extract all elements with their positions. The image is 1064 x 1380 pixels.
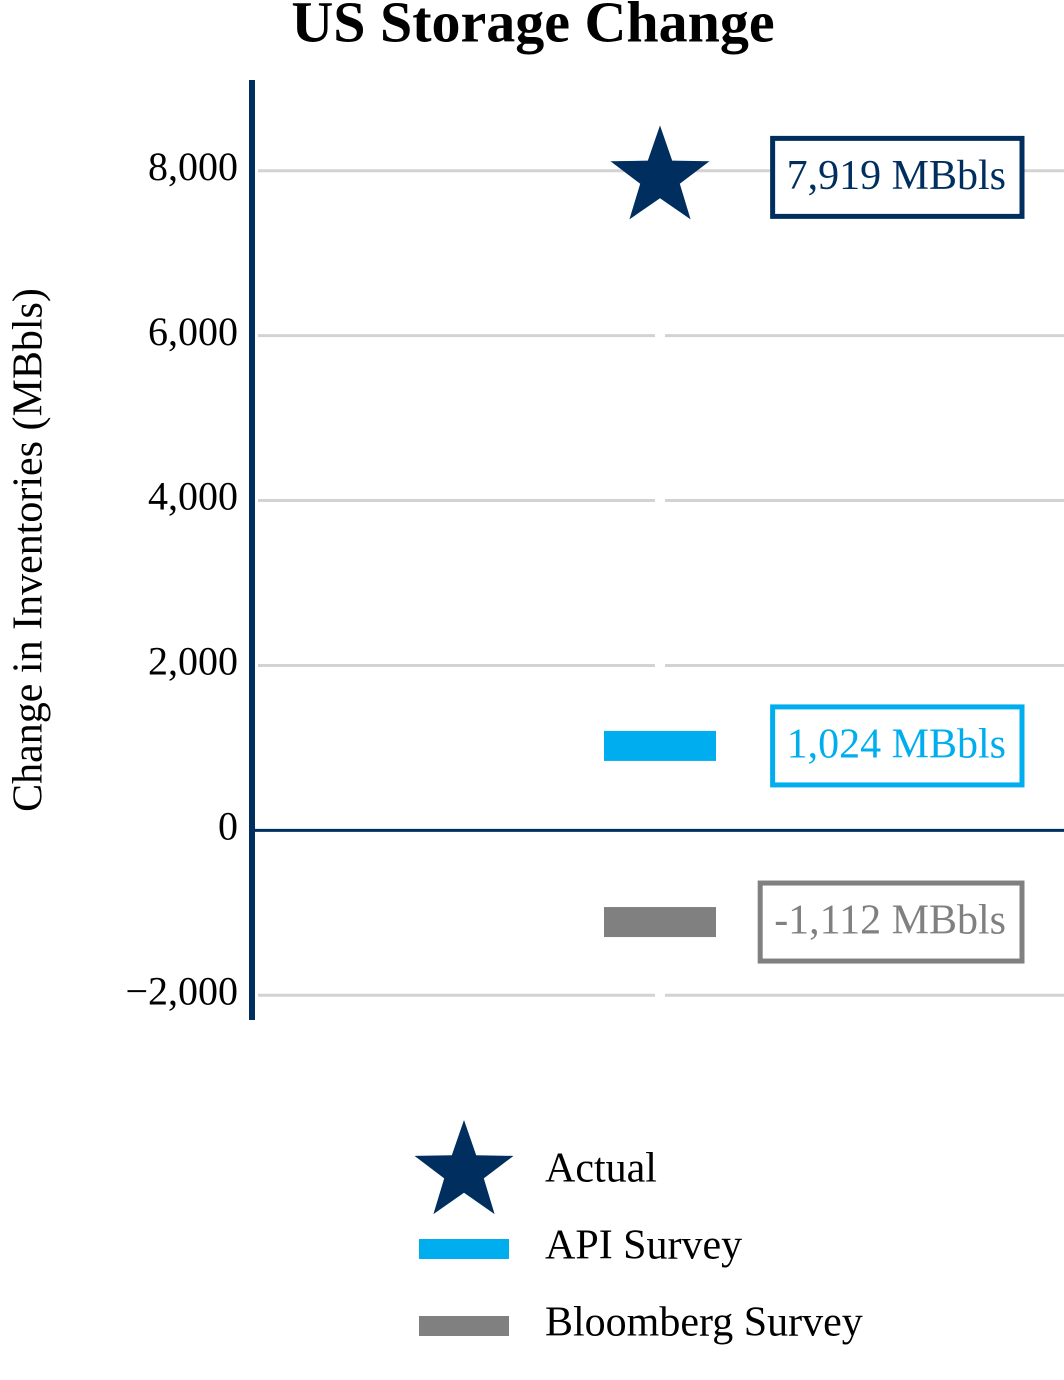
marker <box>610 125 710 220</box>
value-label: -1,112 MBbls <box>774 898 1006 944</box>
y-tick-label: 8,000 <box>148 144 238 189</box>
value-label: 7,919 MBbls <box>787 153 1006 199</box>
y-tick-label: 0 <box>218 804 238 849</box>
y-tick-label: 4,000 <box>148 474 238 519</box>
legend-label: Bloomberg Survey <box>545 1300 863 1346</box>
value-label-box <box>770 704 1025 788</box>
legend-label: API Survey <box>545 1223 742 1269</box>
value-label-box <box>770 135 1025 219</box>
marker <box>604 907 716 938</box>
legend-swatch <box>419 1239 509 1259</box>
chart-title: US Storage Change <box>291 0 774 54</box>
y-tick-label: −2,000 <box>125 968 238 1013</box>
y-tick-label: 6,000 <box>148 309 238 354</box>
value-label: 1,024 MBbls <box>787 722 1006 768</box>
legend-label: Actual <box>545 1146 657 1192</box>
y-axis-label: Change in Inventories (MBbls) <box>6 288 52 812</box>
legend-swatch <box>414 1120 514 1215</box>
marker <box>604 730 716 761</box>
legend-swatch <box>419 1316 509 1336</box>
y-tick-label: 2,000 <box>148 639 238 684</box>
value-label-box <box>757 880 1025 964</box>
